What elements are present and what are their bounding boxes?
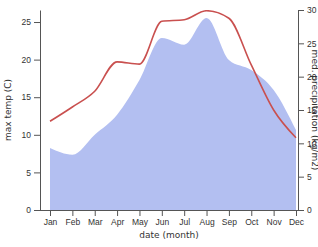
tick-label: Oct	[245, 217, 259, 227]
tick-label: 25	[22, 17, 32, 27]
tick: 5	[298, 172, 312, 182]
tick-mark	[34, 60, 40, 61]
tick-mark	[298, 143, 304, 144]
tick-label: 20	[22, 55, 32, 65]
tick: Mar	[88, 210, 103, 227]
tick-label: 15	[22, 92, 32, 102]
tick: Nov	[267, 210, 283, 227]
y2-axis-title: med. precipitation (kg/m2)	[310, 50, 318, 171]
tick-label: 10	[22, 130, 32, 140]
tick: 10	[22, 130, 40, 140]
tick-mark	[139, 210, 140, 216]
tick-mark	[34, 22, 40, 23]
axis-line	[40, 11, 41, 211]
tick-mark	[95, 210, 96, 216]
tick-mark	[184, 210, 185, 216]
tick-label: Aug	[199, 217, 214, 227]
tick-mark	[162, 210, 163, 216]
tick-mark	[50, 210, 51, 216]
tick-label: 0	[307, 205, 312, 215]
y-axis-title: max temp (C)	[3, 79, 13, 141]
tick-label: 30	[307, 5, 317, 15]
tick: 25	[22, 17, 40, 27]
tick: 5	[26, 168, 40, 178]
tick-mark	[207, 210, 208, 216]
tick: Jun	[155, 210, 169, 227]
plot-area	[50, 11, 296, 210]
tick-mark	[34, 135, 40, 136]
tick: 25	[298, 39, 317, 49]
tick: Oct	[245, 210, 259, 227]
tick: 15	[22, 92, 40, 102]
tick: 0	[298, 205, 312, 215]
tick-label: May	[132, 217, 149, 227]
precipitation-area	[50, 18, 296, 210]
tick-mark	[298, 43, 304, 44]
tick: May	[132, 210, 149, 227]
tick-mark	[229, 210, 230, 216]
tick-mark	[298, 210, 304, 211]
tick-mark	[298, 177, 304, 178]
tick: Jan	[44, 210, 58, 227]
tick: Jul	[179, 210, 190, 227]
chart: JanFebMarAprMayJunJulAugSepOctNovDec0510…	[0, 0, 318, 247]
tick-label: Feb	[66, 217, 81, 227]
tick-label: Jan	[44, 217, 58, 227]
tick-label: 0	[26, 205, 31, 215]
tick: Dec	[289, 210, 305, 227]
tick-mark	[274, 210, 275, 216]
tick-label: Jun	[155, 217, 169, 227]
tick-label: Jul	[179, 217, 190, 227]
y-axis: 0 5 10 15 20 25	[22, 11, 41, 216]
tick-mark	[298, 77, 304, 78]
tick-mark	[296, 210, 297, 216]
tick: 20	[22, 55, 40, 65]
tick-mark	[72, 210, 73, 216]
tick-label: 25	[307, 39, 317, 49]
tick: 0	[26, 205, 40, 215]
tick-label: Nov	[267, 217, 283, 227]
tick-mark	[298, 10, 304, 11]
tick: 30	[298, 5, 317, 15]
tick-label: Mar	[88, 217, 103, 227]
tick-label: Sep	[222, 217, 237, 227]
tick-mark	[34, 97, 40, 98]
x-axis-title: date (month)	[139, 230, 198, 240]
x-axis: Jan Feb Mar Apr May Jun Jul Aug Sep Oct Nov Dec	[40, 210, 305, 227]
tick-mark	[34, 210, 40, 211]
tick-label: 5	[307, 172, 312, 182]
tick: Apr	[111, 210, 124, 227]
tick-mark	[251, 210, 252, 216]
tick-mark	[34, 172, 40, 173]
tick-label: Apr	[111, 217, 124, 227]
axis-line	[40, 210, 298, 211]
tick-label: 5	[26, 168, 31, 178]
tick-mark	[298, 110, 304, 111]
tick-mark	[117, 210, 118, 216]
tick: Feb	[66, 210, 81, 227]
tick: Sep	[222, 210, 237, 227]
tick-label: Dec	[289, 217, 305, 227]
tick: Aug	[199, 210, 214, 227]
temperature-line	[50, 11, 296, 138]
